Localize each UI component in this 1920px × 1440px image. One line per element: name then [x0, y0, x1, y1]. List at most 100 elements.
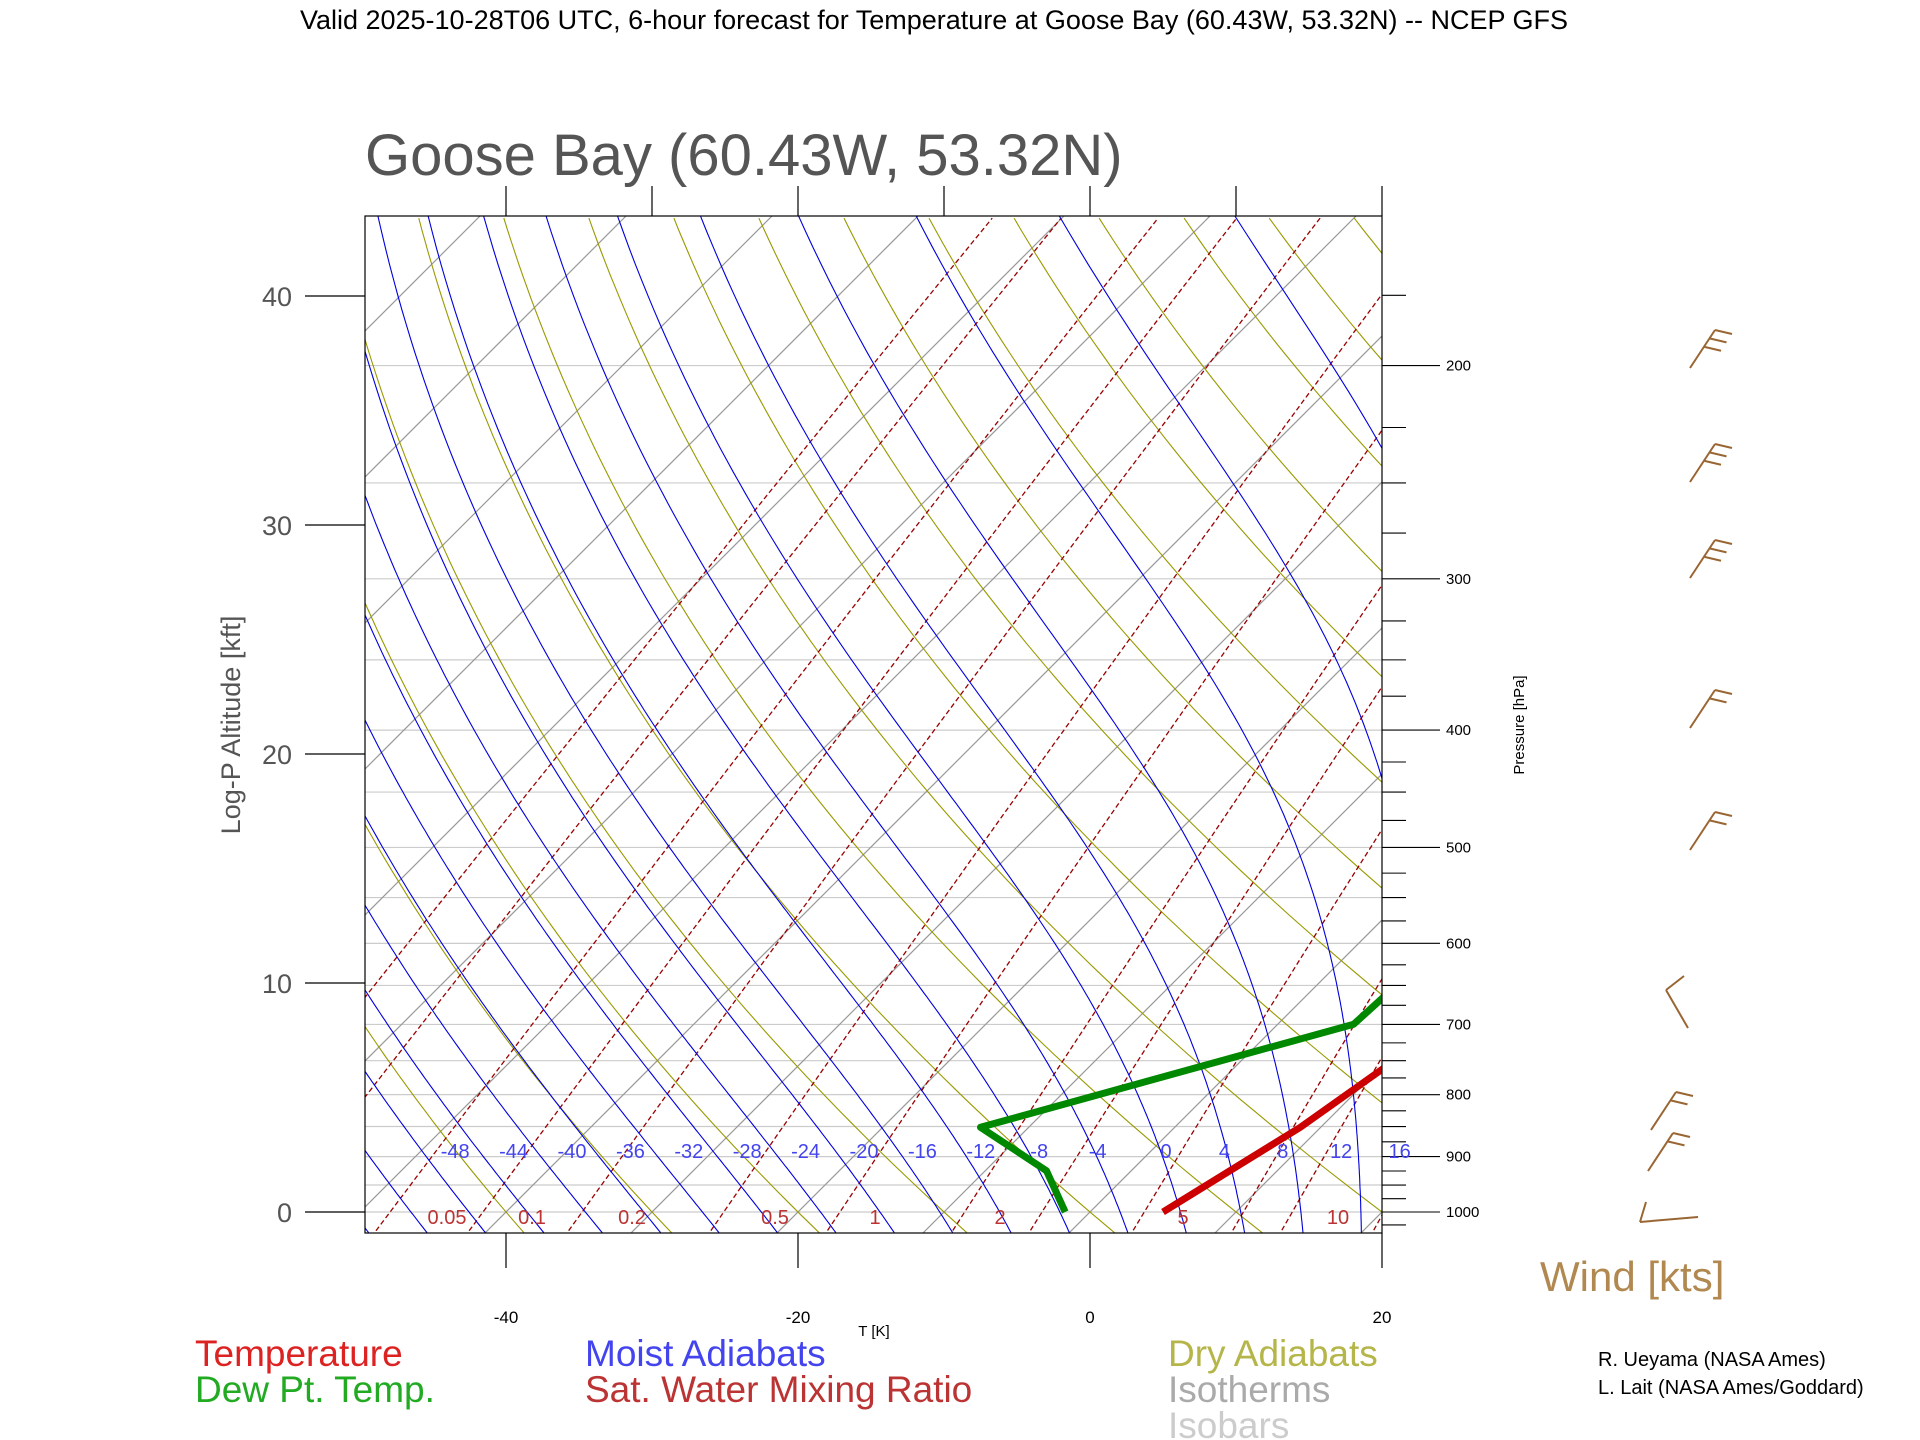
- x-tick-label: 20: [1373, 1308, 1392, 1327]
- wind-label: Wind [kts]: [1540, 1253, 1724, 1300]
- dry-adiabat-line: [843, 217, 1382, 889]
- legend-isobars: Isobars: [1168, 1405, 1289, 1440]
- isotherm-line: [0, 216, 188, 1237]
- dry-adiabat-line: [928, 217, 1382, 783]
- dry-adiabat-line: [365, 1025, 525, 1233]
- moist-adiabat-line: [545, 216, 1129, 1233]
- mixing-ratio-label: 0.1: [518, 1207, 546, 1229]
- mixing-ratio-line: [1438, 218, 1920, 1237]
- dry-adiabat-line: [1013, 217, 1382, 678]
- isotherm-line: [365, 216, 1357, 1208]
- background-lines: [0, 196, 1920, 1237]
- dry-adiabat-line: [418, 217, 1116, 1233]
- moist-adiabat-line: [365, 613, 778, 1233]
- dry-adiabat-line: [365, 337, 968, 1233]
- isotherm-line: [365, 216, 919, 770]
- legend: Temperature Dew Pt. Temp. Moist Adiabats…: [195, 1333, 1378, 1440]
- moist-adiabat-line: [699, 216, 1246, 1233]
- dry-adiabat-line: [365, 601, 821, 1233]
- mixing-ratio-line: [373, 217, 1159, 1233]
- isotherm-line: [0, 216, 334, 1237]
- pressure-label: 1000: [1446, 1204, 1479, 1221]
- moist-adiabat-line: [365, 988, 545, 1233]
- dry-adiabat-line: [758, 217, 1382, 996]
- mixing-ratio-line: [566, 217, 1321, 1233]
- pressure-label: 500: [1446, 839, 1471, 856]
- dry-adiabat-line: [673, 217, 1382, 1104]
- wind-barb: [1689, 329, 1733, 369]
- wind-barbs: [1639, 329, 1733, 1223]
- y-axis-label: Log-P Altitude [kft]: [216, 616, 246, 835]
- isotherm-line: [1068, 919, 1382, 1233]
- moist-adiabat-label: -20: [850, 1141, 879, 1163]
- moist-adiabat-line: [365, 904, 603, 1233]
- moist-adiabat-label: -44: [499, 1141, 528, 1163]
- moist-adiabat-line: [1595, 196, 1705, 1232]
- mixing-ratio-line: [825, 429, 1382, 1233]
- moist-adiabat-label: -48: [441, 1141, 470, 1163]
- temperature-profile: [1161, 1065, 1382, 1215]
- isotherm-line: [922, 773, 1382, 1233]
- dewpoint-profile: [977, 993, 1382, 1214]
- moist-adiabat-label: -28: [733, 1141, 762, 1163]
- moist-adiabat-line: [365, 1070, 486, 1233]
- isotherm-line: [1649, 216, 1920, 1237]
- plot-frame: [364, 215, 1383, 1234]
- mixing-ratio-line: [466, 217, 1238, 1233]
- mixing-ratio-label: 5: [1177, 1207, 1188, 1229]
- moist-adiabat-label: 16: [1388, 1141, 1410, 1163]
- pressure-label: 400: [1446, 722, 1471, 739]
- mixing-ratio-label: 2: [994, 1207, 1005, 1229]
- dry-adiabat-line: [503, 217, 1264, 1233]
- mixing-ratio-line: [708, 293, 1382, 1233]
- moist-adiabat-line: [365, 1226, 370, 1233]
- mixing-ratio-line: [1279, 1055, 1382, 1233]
- moist-adiabat-label: -16: [908, 1141, 937, 1163]
- legend-dry-adiabats: Dry Adiabats: [1168, 1333, 1378, 1374]
- wind-barb: [1689, 443, 1733, 483]
- wind-barb: [1650, 1091, 1694, 1131]
- x-axis-label: T [K]: [858, 1323, 889, 1340]
- legend-dewpoint: Dew Pt. Temp.: [195, 1369, 435, 1410]
- mixing-ratio-label: 0.05: [428, 1207, 467, 1229]
- y-tick-label: 10: [262, 969, 292, 999]
- legend-mixing-ratio: Sat. Water Mixing Ratio: [585, 1369, 972, 1410]
- isotherm-line: [484, 335, 1382, 1233]
- chart-title: Goose Bay (60.43W, 53.32N): [365, 123, 1123, 188]
- pressure-label: 600: [1446, 935, 1471, 952]
- x-tick-label: -20: [786, 1308, 811, 1327]
- dry-adiabat-line: [1098, 217, 1382, 573]
- credit-ueyama: R. Ueyama (NASA Ames): [1598, 1349, 1826, 1371]
- y-tick-label: 0: [277, 1198, 292, 1228]
- moist-adiabat-label: -12: [966, 1141, 995, 1163]
- legend-moist-adiabats: Moist Adiabats: [585, 1333, 826, 1374]
- moist-adiabat-line: [797, 216, 1304, 1233]
- moist-adiabat-label: 0: [1160, 1141, 1171, 1163]
- moist-adiabat-label: -24: [791, 1141, 820, 1163]
- y-tick-label: 30: [262, 511, 292, 541]
- wind-barb: [1689, 811, 1733, 851]
- pressure-label: 200: [1446, 358, 1471, 375]
- isotherm-line: [1360, 1211, 1382, 1233]
- moist-adiabat-label: 12: [1330, 1141, 1352, 1163]
- credit-lait: L. Lait (NASA Ames/Goddard): [1598, 1377, 1864, 1399]
- mixing-ratio-label: 1: [869, 1207, 880, 1229]
- valid-header: Valid 2025-10-28T06 UTC, 6-hour forecast…: [300, 5, 1568, 35]
- dry-adiabat-line: [365, 823, 673, 1233]
- isotherm-line: [0, 216, 42, 1237]
- mixing-ratio-label: 10: [1327, 1207, 1349, 1229]
- moist-adiabat-line: [1058, 216, 1382, 781]
- mixing-ratio-line: [1536, 218, 1920, 1237]
- legend-temperature: Temperature: [195, 1333, 403, 1374]
- dry-adiabat-line: [1694, 218, 1920, 1237]
- wind-barb: [1689, 539, 1733, 579]
- moist-adiabat-label: -40: [558, 1141, 587, 1163]
- pressure-label: 900: [1446, 1149, 1471, 1166]
- wind-barb: [1647, 1132, 1691, 1172]
- moist-adiabat-line: [365, 718, 720, 1233]
- pressure-label: 700: [1446, 1016, 1471, 1033]
- mixing-ratio-line: [950, 583, 1382, 1233]
- mixing-ratio-line: [365, 217, 1062, 1099]
